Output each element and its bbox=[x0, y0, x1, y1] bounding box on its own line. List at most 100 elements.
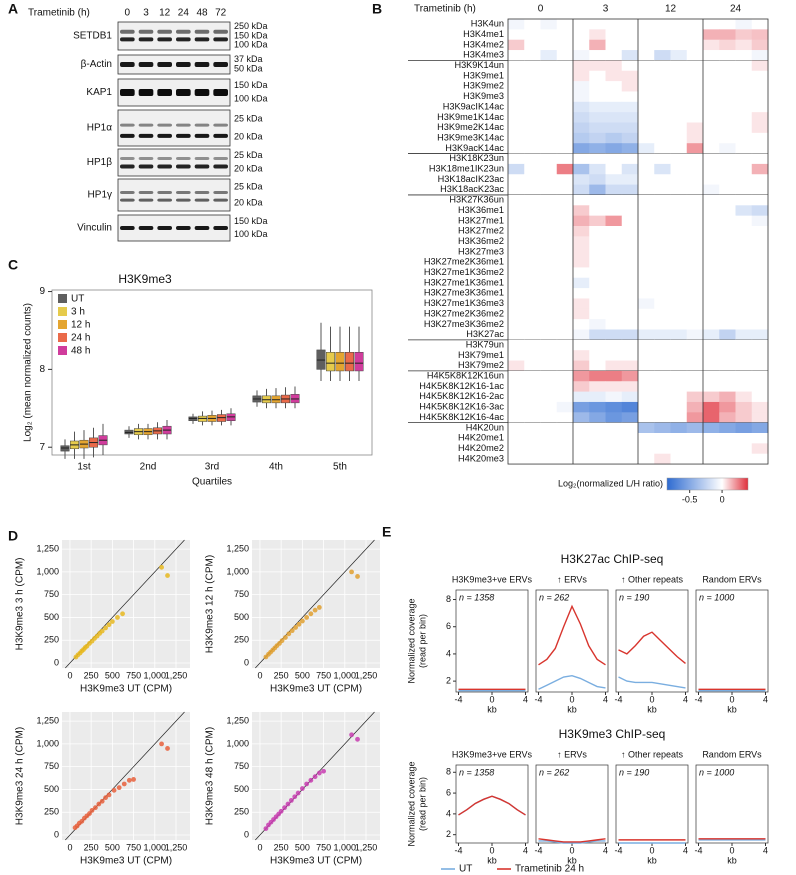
heat-cell bbox=[540, 39, 558, 51]
heat-cell bbox=[508, 453, 525, 465]
y-axis-title: (read per bin) bbox=[417, 614, 427, 668]
heat-cell bbox=[670, 19, 688, 30]
x-tick-label: -4 bbox=[615, 694, 623, 704]
heat-cell bbox=[524, 370, 541, 382]
x-axis-title: Quartiles bbox=[192, 477, 232, 488]
heat-cell bbox=[589, 29, 606, 41]
heat-cell bbox=[735, 298, 753, 310]
heat-cell bbox=[573, 308, 590, 320]
legend-label: UT bbox=[71, 294, 84, 305]
panel-frame bbox=[455, 589, 529, 693]
time-label: 24 bbox=[730, 4, 742, 15]
heat-cell bbox=[573, 112, 590, 123]
heat-cell bbox=[638, 122, 655, 134]
band bbox=[194, 133, 210, 138]
heat-cell bbox=[605, 122, 623, 134]
heat-cell bbox=[638, 319, 655, 330]
x-tick-label: 5th bbox=[333, 462, 347, 473]
heat-cell bbox=[524, 257, 541, 268]
heat-cell bbox=[703, 91, 720, 103]
heat-cell bbox=[735, 50, 753, 61]
legend-label: Trametinib 24 h bbox=[515, 864, 584, 875]
heat-cell bbox=[670, 132, 688, 144]
heat-cell bbox=[621, 288, 639, 299]
heat-cell bbox=[686, 184, 704, 196]
band bbox=[138, 156, 154, 160]
heat-cell bbox=[573, 29, 590, 41]
legend-label: 24 h bbox=[71, 333, 90, 344]
band bbox=[120, 190, 135, 194]
panel-label: D bbox=[8, 528, 18, 544]
heat-cell bbox=[524, 391, 541, 403]
band bbox=[138, 133, 154, 138]
heat-cell bbox=[508, 391, 525, 403]
heat-cell bbox=[638, 215, 655, 227]
band bbox=[213, 164, 228, 169]
band bbox=[138, 123, 154, 127]
band bbox=[120, 123, 135, 127]
heat-cell bbox=[751, 267, 769, 279]
y-tick-label: 0 bbox=[54, 829, 59, 839]
point bbox=[87, 811, 92, 816]
x-tick-label: 0 bbox=[729, 845, 734, 855]
x-tick-label: 750 bbox=[126, 670, 141, 680]
profile-line bbox=[538, 604, 606, 666]
heat-cell bbox=[508, 329, 525, 341]
heat-cell bbox=[573, 443, 590, 455]
point bbox=[316, 605, 322, 610]
heat-cell bbox=[719, 391, 736, 403]
heat-cell bbox=[719, 226, 736, 237]
heat-cell bbox=[524, 453, 541, 465]
blot bbox=[117, 178, 231, 212]
heat-cell bbox=[719, 194, 736, 206]
heat-cell bbox=[524, 360, 541, 372]
band bbox=[176, 123, 191, 127]
heat-cell bbox=[703, 122, 720, 134]
heat-cell bbox=[703, 381, 720, 392]
heat-cell bbox=[589, 298, 606, 310]
heat-cell bbox=[556, 277, 574, 289]
heat-cell bbox=[605, 298, 623, 310]
heat-cell bbox=[735, 319, 753, 330]
heat-cell bbox=[621, 319, 639, 330]
heat-cell bbox=[589, 453, 606, 465]
band bbox=[157, 198, 172, 202]
heat-cell bbox=[556, 360, 574, 372]
heat-cell bbox=[719, 101, 736, 113]
heat-cell bbox=[751, 350, 769, 361]
heat-cell bbox=[703, 81, 720, 92]
heat-cell bbox=[508, 339, 525, 351]
heat-cell bbox=[508, 226, 525, 237]
heat-cell bbox=[605, 329, 623, 341]
heat-cell bbox=[751, 236, 769, 248]
heat-cell bbox=[638, 132, 655, 144]
x-tick-label: -4 bbox=[695, 694, 703, 704]
heat-cell bbox=[540, 70, 558, 82]
heat-cell bbox=[540, 112, 558, 123]
heat-cell bbox=[556, 184, 574, 196]
heat-cell bbox=[508, 215, 525, 227]
heat-cell bbox=[621, 174, 639, 185]
heat-cell bbox=[573, 360, 590, 372]
point bbox=[312, 607, 318, 613]
band bbox=[120, 29, 135, 34]
heat-cell bbox=[508, 112, 525, 123]
heat-cell bbox=[589, 236, 606, 248]
heat-cell bbox=[703, 50, 720, 61]
heat-cell bbox=[686, 19, 704, 30]
heat-cell bbox=[686, 174, 704, 185]
heat-cell bbox=[589, 277, 606, 289]
profile-line bbox=[618, 676, 686, 689]
band bbox=[213, 62, 228, 67]
point bbox=[289, 628, 295, 634]
heat-cell bbox=[556, 443, 574, 455]
heat-cell bbox=[719, 29, 736, 41]
y-axis-title: Normalized coverage bbox=[406, 598, 416, 683]
heat-cell bbox=[540, 267, 558, 279]
point bbox=[159, 741, 164, 747]
heat-cell bbox=[540, 288, 558, 299]
band bbox=[120, 37, 135, 42]
heat-cell bbox=[735, 453, 753, 465]
heat-cell bbox=[508, 412, 525, 424]
n-label: n = 190 bbox=[619, 767, 649, 777]
